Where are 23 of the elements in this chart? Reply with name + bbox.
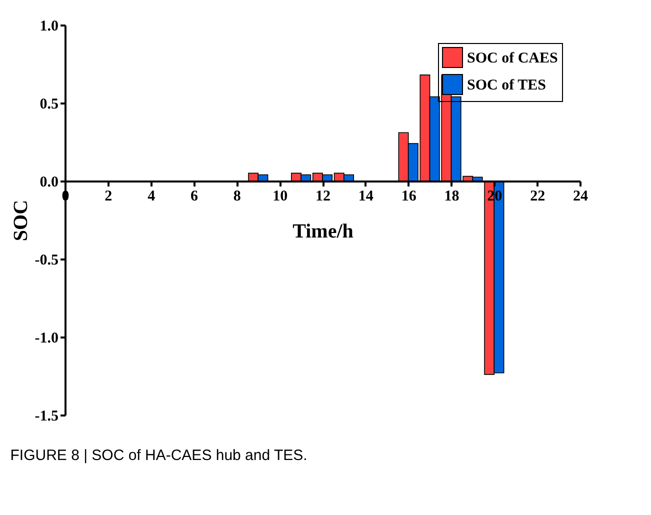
x-axis-title: Time/h <box>292 220 354 242</box>
x-tick-label: 16 <box>401 188 417 204</box>
x-tick-label: 4 <box>148 188 156 204</box>
x-tick-label: 22 <box>530 188 546 204</box>
y-tick-label: -0.5 <box>34 252 58 268</box>
x-tick-label: 6 <box>190 188 198 204</box>
y-tick-label: -1.5 <box>34 408 58 424</box>
x-tick-label: 8 <box>233 188 241 204</box>
x-tick-label: 12 <box>316 188 330 204</box>
y-tick-label: -1.0 <box>34 330 58 346</box>
x-tick-label: 24 <box>573 188 588 204</box>
y-tick-label: 0.0 <box>40 174 58 190</box>
caption: FIGURE 8 | SOC of HA-CAES hub and TES. <box>10 447 308 464</box>
legend-label: SOC of CAES <box>467 50 558 66</box>
y-tick-label: 1.0 <box>40 18 58 34</box>
x-tick-label: 10 <box>272 188 288 204</box>
y-axis-title: SOC <box>10 200 32 242</box>
y-tick-label: 0.5 <box>40 96 58 112</box>
x-tick-label: 18 <box>444 188 460 204</box>
legend-label: SOC of TES <box>467 78 546 94</box>
x-tick-label: 14 <box>358 188 374 204</box>
x-tick-label: 20 <box>487 188 502 204</box>
x-tick-label: 2 <box>104 188 112 204</box>
